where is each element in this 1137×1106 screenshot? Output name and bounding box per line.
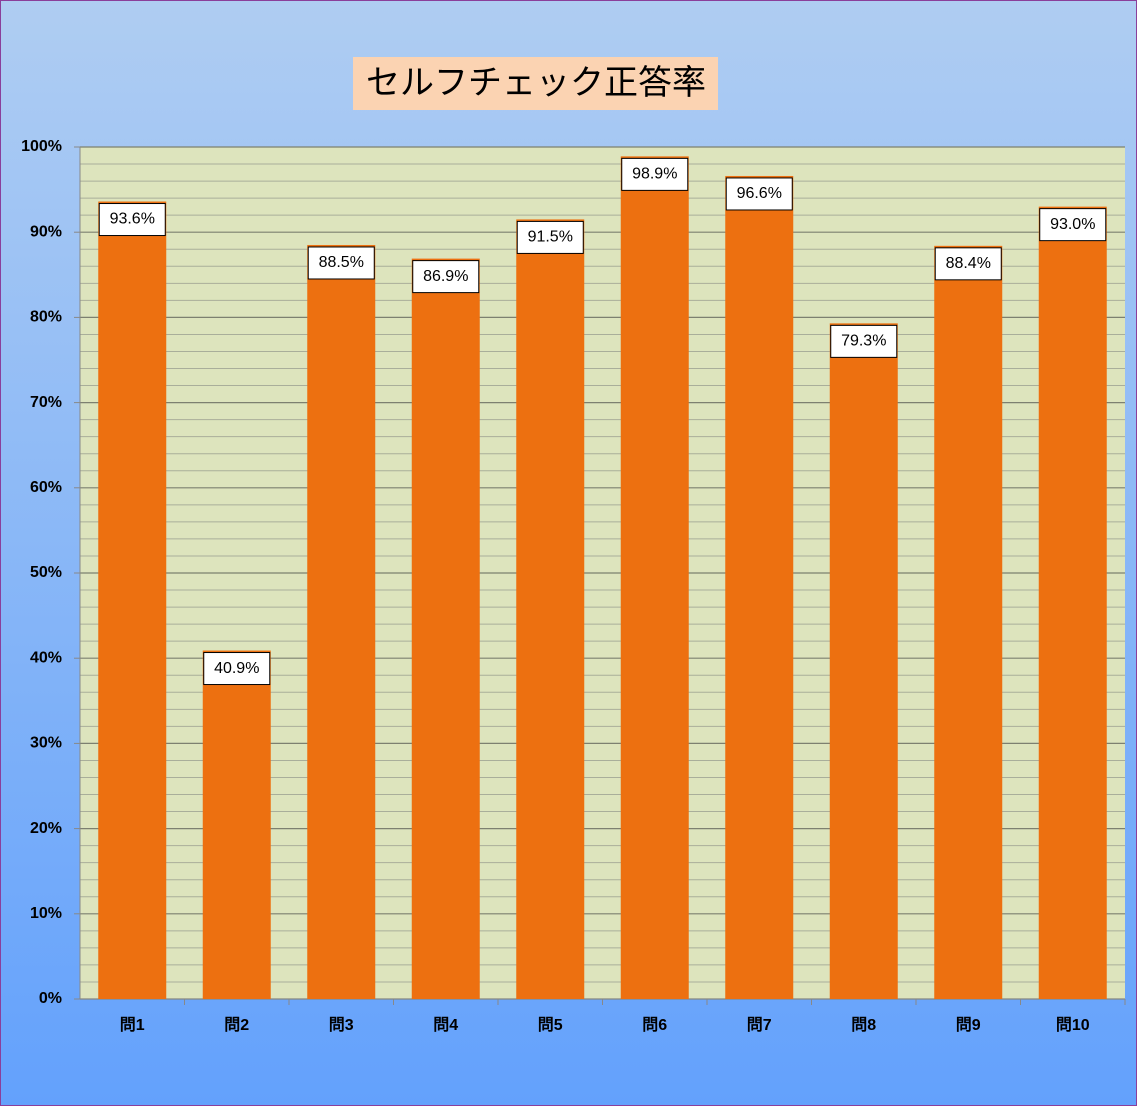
value-label: 96.6%: [737, 185, 782, 202]
bar: [1038, 206, 1107, 999]
y-tick-label: 50%: [30, 564, 62, 581]
title-box: [353, 57, 718, 110]
value-label-box: [98, 203, 166, 237]
bar: [829, 323, 898, 999]
y-tick-label: 80%: [30, 309, 62, 326]
x-tick-label: 問7: [747, 1016, 772, 1034]
x-tick-label: 問1: [120, 1016, 145, 1034]
value-label-box: [307, 246, 375, 280]
y-tick-label: 10%: [30, 905, 62, 922]
value-label: 98.9%: [632, 166, 677, 183]
value-label: 79.3%: [841, 333, 886, 350]
bar: [620, 156, 689, 999]
x-tick-label: 問3: [329, 1016, 354, 1034]
x-tick-label: 問8: [851, 1016, 876, 1034]
value-label-box: [203, 652, 271, 686]
y-tick-label: 20%: [30, 820, 62, 837]
value-label: 93.6%: [110, 211, 155, 228]
x-tick-label: 問5: [538, 1016, 563, 1034]
bar: [934, 245, 1003, 999]
value-label-box: [1039, 208, 1107, 242]
bar: [202, 650, 271, 999]
value-label: 93.0%: [1050, 216, 1095, 233]
y-tick-label: 100%: [21, 138, 62, 155]
bar: [307, 244, 376, 1000]
y-tick-label: 0%: [39, 990, 62, 1007]
value-label-box: [830, 324, 898, 358]
value-label: 88.5%: [319, 254, 364, 271]
value-label: 91.5%: [528, 229, 573, 246]
value-label-box: [516, 220, 584, 254]
value-label-box: [725, 177, 793, 211]
bar: [98, 201, 167, 999]
bar: [725, 175, 794, 999]
value-label: 86.9%: [423, 268, 468, 285]
value-label-box: [412, 260, 480, 294]
x-tick-label: 問10: [1056, 1016, 1090, 1034]
x-tick-label: 問6: [642, 1016, 667, 1034]
bar: [411, 258, 480, 999]
y-tick-label: 60%: [30, 479, 62, 496]
y-tick-label: 40%: [30, 649, 62, 666]
value-label-box: [621, 157, 689, 191]
chart-title: セルフチェック正答率: [366, 64, 706, 102]
x-tick-label: 問2: [224, 1016, 249, 1034]
value-label: 40.9%: [214, 660, 259, 677]
bar: [516, 219, 585, 1000]
x-tick-label: 問4: [433, 1016, 458, 1034]
y-tick-label: 30%: [30, 735, 62, 752]
value-label-box: [934, 247, 1002, 281]
value-label: 88.4%: [946, 255, 991, 272]
y-tick-label: 90%: [30, 223, 62, 240]
y-tick-label: 70%: [30, 394, 62, 411]
x-tick-label: 問9: [956, 1016, 981, 1034]
